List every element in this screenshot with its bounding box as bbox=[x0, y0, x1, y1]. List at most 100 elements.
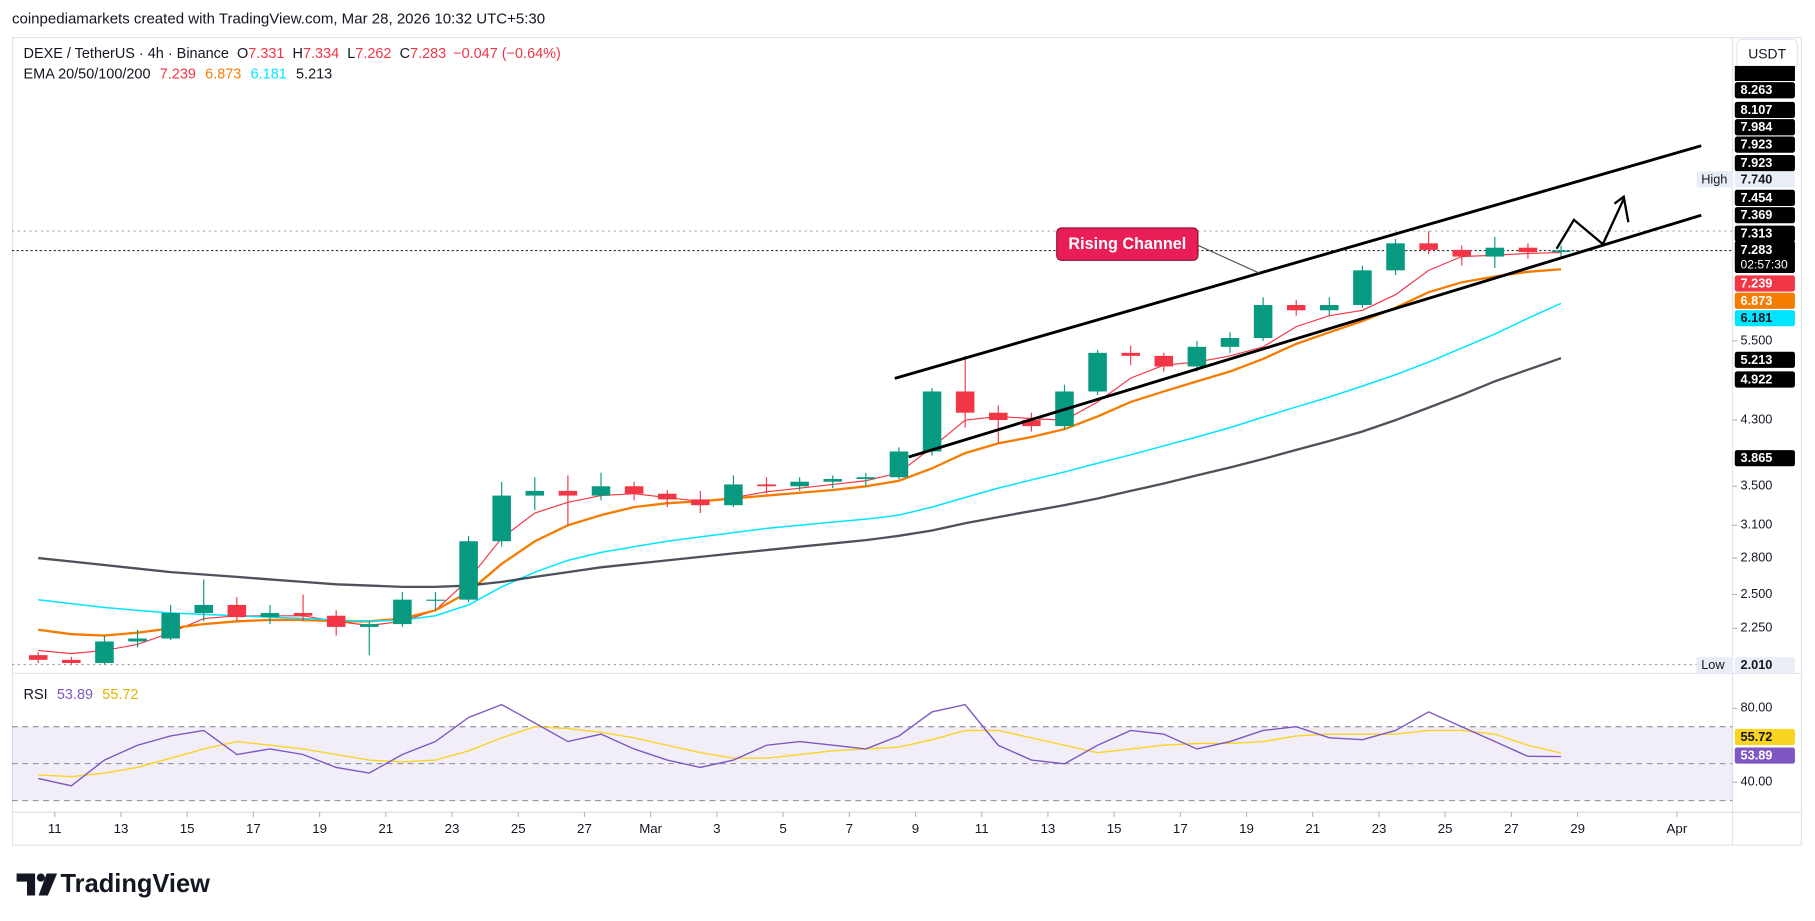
price-badge bbox=[1734, 65, 1795, 81]
x-tick-label: 11 bbox=[48, 821, 62, 836]
y-tick-label: 3.100 bbox=[1741, 517, 1773, 532]
candle-body bbox=[1286, 305, 1306, 311]
price-badge bbox=[1734, 292, 1795, 309]
frame bbox=[11, 37, 1802, 846]
rsi-legend: RSI 53.89 55.72 bbox=[24, 687, 139, 703]
price-badge bbox=[1734, 225, 1795, 242]
low-label: Low bbox=[1701, 657, 1725, 672]
price-badge-label: 7.740 bbox=[1741, 171, 1773, 186]
candle-body bbox=[1452, 249, 1472, 257]
rising-channel bbox=[894, 144, 1702, 459]
y-tick-label: 80.00 bbox=[1741, 700, 1773, 715]
price-badge-label: 6.873 bbox=[1741, 293, 1773, 308]
rsi-value: 53.89 bbox=[57, 687, 93, 703]
change: −0.047 (−0.64%) bbox=[453, 46, 561, 62]
x-tick-label: 27 bbox=[577, 821, 592, 836]
price-badge-label: 7.313 bbox=[1741, 226, 1773, 241]
countdown: 02:57:30 bbox=[1741, 258, 1788, 272]
candle-body bbox=[62, 659, 81, 664]
ema-legend: EMA 20/50/100/200 7.239 6.873 6.181 5.213 bbox=[24, 66, 333, 82]
x-tick-label: 3 bbox=[713, 821, 720, 836]
x-tick-label: 13 bbox=[114, 821, 129, 836]
channel-upper bbox=[894, 144, 1702, 380]
x-tick-label: 19 bbox=[1239, 821, 1254, 836]
logo-slash bbox=[38, 873, 58, 896]
candle-body bbox=[260, 612, 280, 618]
attribution: coinpediamarkets created with TradingVie… bbox=[12, 11, 545, 28]
x-tick-label: 21 bbox=[378, 821, 393, 836]
y-tick-label: 2.800 bbox=[1741, 549, 1773, 564]
price-badge bbox=[1734, 310, 1795, 327]
price-badge-label: 3.865 bbox=[1741, 450, 1773, 465]
currency[interactable]: USDT bbox=[1748, 46, 1786, 62]
x-tick-label: 19 bbox=[312, 821, 327, 836]
logo-icon bbox=[16, 873, 36, 896]
ohlc-key: L bbox=[347, 46, 355, 62]
price-badge-label: 7.923 bbox=[1741, 155, 1773, 170]
x-tick-label: 17 bbox=[246, 821, 261, 836]
candle-body bbox=[227, 604, 247, 618]
x-tick-label: 21 bbox=[1305, 821, 1320, 836]
candle-body bbox=[1187, 346, 1207, 367]
candle-body bbox=[1121, 352, 1140, 356]
rsi-label: RSI bbox=[24, 687, 48, 703]
price-badge-label: 7.369 bbox=[1741, 207, 1773, 222]
x-tick-label: 17 bbox=[1173, 821, 1188, 836]
price-badge-label: 7.454 bbox=[1741, 190, 1773, 205]
candle-body bbox=[558, 490, 578, 496]
candle-body bbox=[1253, 305, 1273, 339]
price-badge bbox=[1734, 450, 1795, 467]
price-badge bbox=[1734, 171, 1795, 188]
candle-body bbox=[1485, 247, 1505, 257]
candle-body bbox=[988, 412, 1008, 421]
candle-body bbox=[823, 479, 843, 482]
price-badge-label: 6.181 bbox=[1741, 310, 1773, 325]
ohlc-key: H bbox=[293, 46, 303, 62]
price-badge-label: 7.923 bbox=[1741, 137, 1773, 152]
price-badge-label: 2.010 bbox=[1741, 657, 1773, 672]
price-badge bbox=[1734, 207, 1795, 224]
annotation: Rising Channel bbox=[1068, 235, 1186, 253]
ohlc-key: O bbox=[237, 46, 248, 62]
candle-body bbox=[1419, 243, 1438, 250]
candle-body bbox=[724, 484, 743, 506]
price-badge bbox=[1734, 275, 1795, 292]
price-badge bbox=[1734, 371, 1795, 388]
price-badge bbox=[1734, 155, 1795, 172]
x-tick-label: 23 bbox=[1372, 821, 1387, 836]
price-badge bbox=[1734, 82, 1795, 99]
symbol: DEXE / TetherUS · 4h · Binance bbox=[24, 46, 229, 62]
price-badge bbox=[1734, 747, 1795, 764]
price-badge-label: 5.213 bbox=[1741, 352, 1773, 367]
candle-body bbox=[591, 486, 611, 496]
ohlc-value: 7.334 bbox=[303, 46, 339, 62]
y-tick-label: 4.300 bbox=[1741, 411, 1773, 426]
logo-dot bbox=[36, 873, 45, 882]
rsi-ma-value: 55.72 bbox=[102, 687, 138, 703]
ema-label: EMA 20/50/100/200 bbox=[24, 66, 151, 82]
callout-line bbox=[1197, 244, 1260, 274]
x-tick-label: 13 bbox=[1041, 821, 1056, 836]
price-badge-label: 7.239 bbox=[1741, 275, 1773, 290]
arrow-head bbox=[1613, 194, 1630, 223]
y-tick-label: 3.500 bbox=[1741, 478, 1773, 493]
candle-body bbox=[889, 451, 909, 478]
candle-body bbox=[757, 484, 776, 487]
price-badge bbox=[1734, 101, 1795, 119]
candle-body bbox=[426, 599, 445, 601]
rsi-line bbox=[38, 703, 1561, 787]
candle-body bbox=[691, 499, 710, 506]
candle-body bbox=[1386, 243, 1405, 271]
x-tick-label: 5 bbox=[779, 821, 786, 836]
y-tick-label: 2.500 bbox=[1741, 586, 1773, 601]
last-price: 7.283 bbox=[1741, 242, 1773, 257]
projection-arrow bbox=[1555, 198, 1625, 250]
candle-body bbox=[128, 638, 147, 642]
logo-text: TradingView bbox=[61, 870, 211, 898]
candle-body bbox=[393, 599, 412, 625]
logo: TradingView bbox=[16, 870, 211, 898]
price-badge-label: 8.263 bbox=[1741, 82, 1773, 97]
price-badge-label: 55.72 bbox=[1741, 729, 1773, 744]
